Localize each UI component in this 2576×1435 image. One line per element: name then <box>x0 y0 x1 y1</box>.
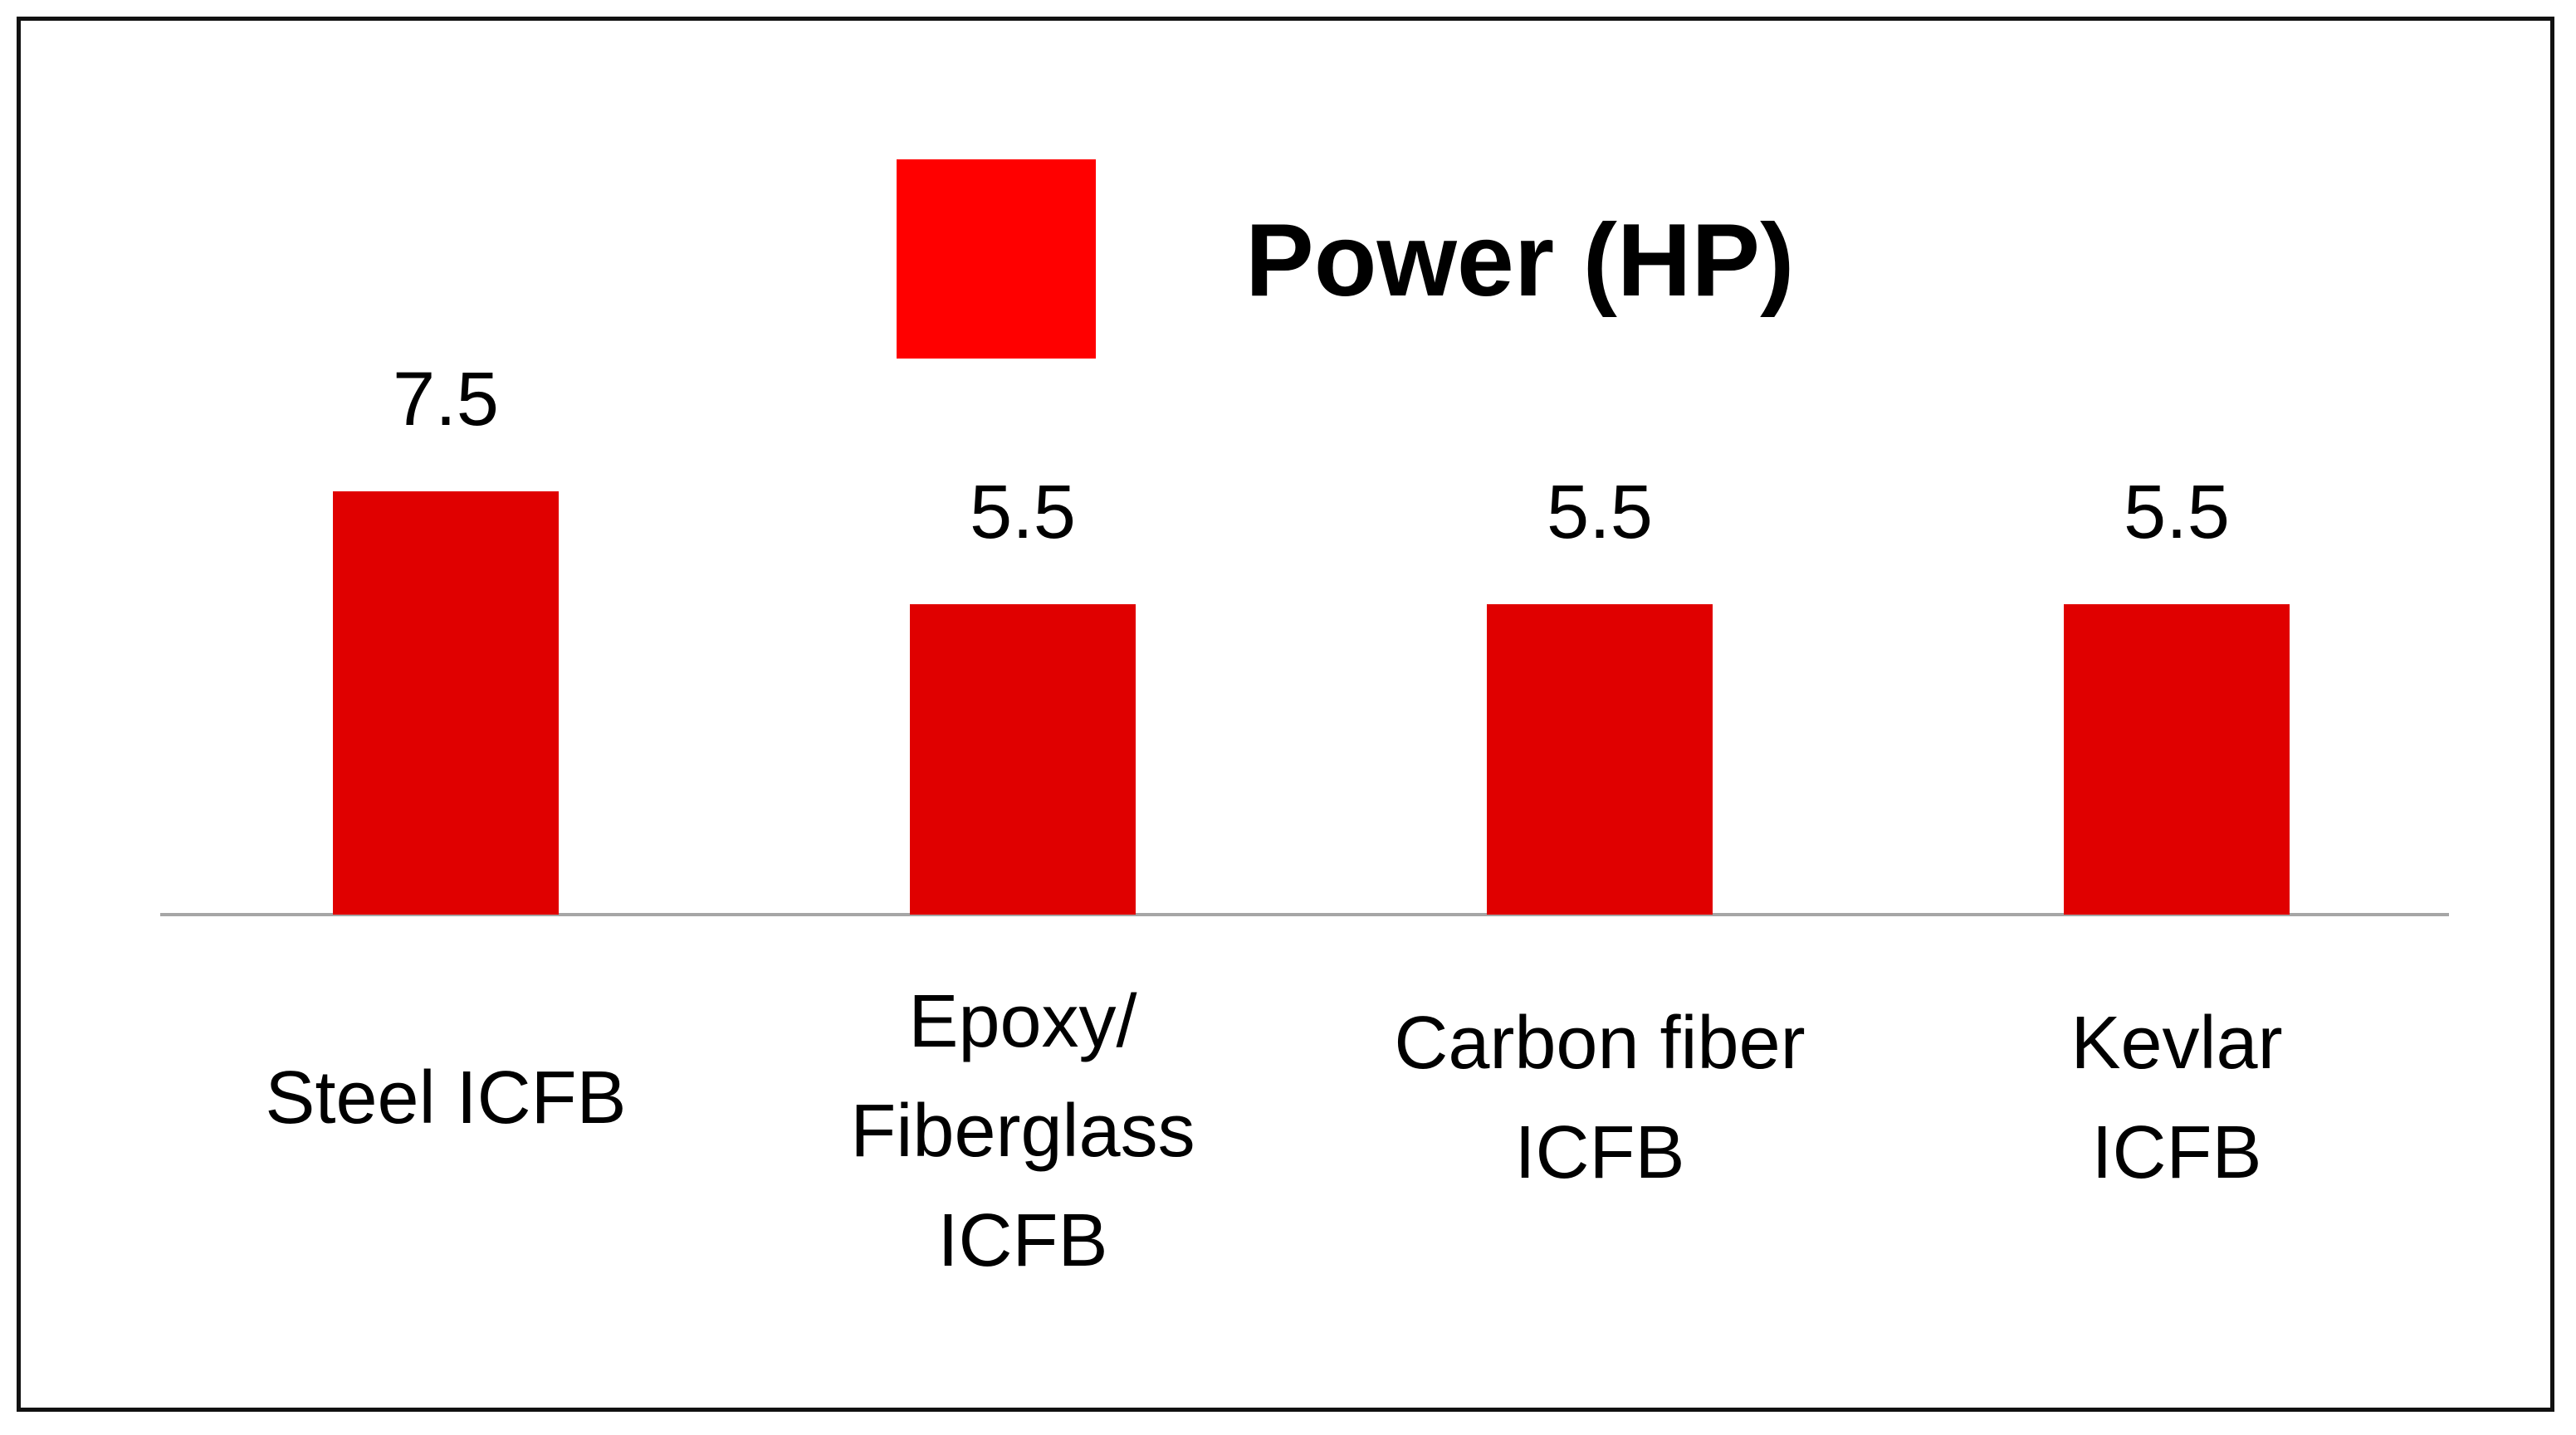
chart-frame: Power (HP) 7.5 5.5 5.5 5.5 Steel ICFB Epoxy/… <box>17 17 2554 1412</box>
category-label: Carbon fiber ICFB <box>1394 1002 1806 1194</box>
category-label: Steel ICFB <box>265 1057 627 1140</box>
data-label: 5.5 <box>1547 470 1653 554</box>
data-label: 5.5 <box>970 470 1076 554</box>
data-label: 7.5 <box>393 357 499 442</box>
category-label: Epoxy/ Fiberglass ICFB <box>850 980 1195 1282</box>
data-label: 5.5 <box>2124 470 2230 554</box>
bar <box>910 604 1136 915</box>
bar-chart: 7.5 5.5 5.5 5.5 <box>160 357 2449 916</box>
legend-swatch <box>897 159 1096 359</box>
bar <box>333 491 559 915</box>
category-label: Kevlar ICFB <box>2070 1002 2283 1194</box>
legend-label: Power (HP) <box>1245 203 1795 318</box>
bar <box>1487 604 1713 915</box>
bar <box>2064 604 2290 915</box>
